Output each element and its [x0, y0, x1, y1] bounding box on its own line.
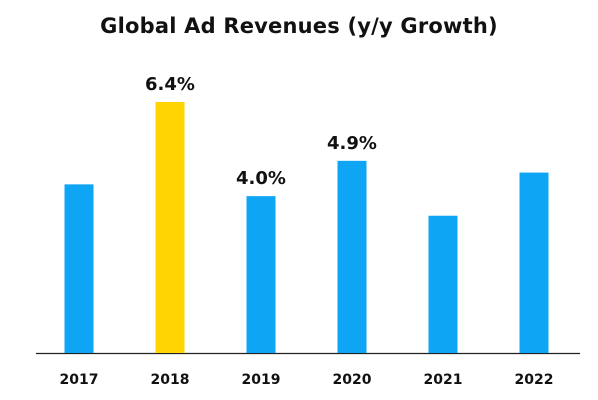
bars-group [64, 102, 549, 353]
x-tick-label-2021: 2021 [424, 372, 463, 388]
x-tick-label-2020: 2020 [333, 372, 372, 388]
bar-2019 [246, 196, 276, 353]
bar-2021 [428, 215, 458, 353]
x-tick-label-2018: 2018 [151, 372, 190, 388]
x-tick-label-2022: 2022 [515, 372, 554, 388]
data-label-2020: 4.9% [327, 133, 377, 154]
bar-2017 [64, 184, 94, 353]
bar-2018 [155, 102, 185, 353]
data-label-2018: 6.4% [145, 74, 195, 95]
bar-2022 [519, 172, 549, 353]
x-tick-label-2017: 2017 [60, 372, 99, 388]
x-tick-label-2019: 2019 [242, 372, 281, 388]
data-labels-group: 6.4% 4.0% 4.9% [145, 74, 377, 189]
x-tick-labels-group: 2017 2018 2019 2020 2021 2022 [60, 372, 554, 388]
bar-2020 [337, 160, 367, 353]
data-label-2019: 4.0% [236, 168, 286, 189]
chart-title: Global Ad Revenues (y/y Growth) [100, 14, 498, 38]
